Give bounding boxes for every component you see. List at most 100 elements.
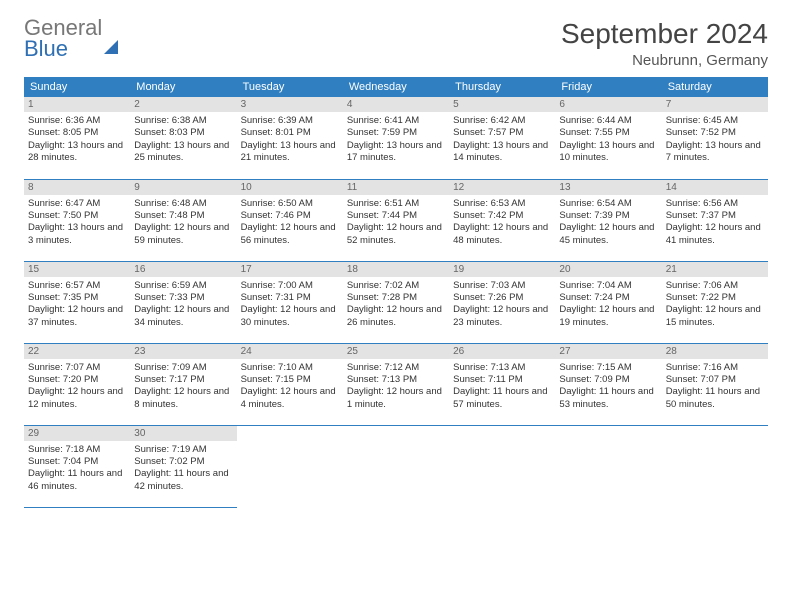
calendar-cell: 22 Sunrise: 7:07 AMSunset: 7:20 PMDayligh… [24, 343, 130, 425]
calendar-row: 29Sunrise: 7:18 AMSunset: 7:04 PMDayligh… [24, 425, 768, 507]
day-number: 10 [237, 180, 343, 195]
day-number: 14 [662, 180, 768, 195]
daylight-line: Daylight: 12 hours and 48 minutes. [453, 222, 551, 247]
daylight-line: Daylight: 12 hours and 19 minutes. [559, 304, 657, 329]
calendar-cell: 13Sunrise: 6:54 AMSunset: 7:39 PMDayligh… [555, 179, 661, 261]
weekday-header-row: SundayMondayTuesdayWednesdayThursdayFrid… [24, 77, 768, 97]
sunset-line: Sunset: 7:02 PM [134, 456, 232, 468]
logo-mark-icon [104, 15, 118, 54]
day-body: Sunrise: 7:15 AMSunset: 7:09 PMDaylight:… [555, 362, 661, 414]
sunrise-line: Sunrise: 6:36 AM [28, 115, 126, 127]
day-number: 12 [449, 180, 555, 195]
day-number: 23 [130, 344, 236, 359]
calendar-cell [449, 425, 555, 507]
header: General Blue September 2024 Neubrunn, Ge… [24, 18, 768, 69]
day-number: 3 [237, 97, 343, 112]
daylight-line: Daylight: 12 hours and 23 minutes. [453, 304, 551, 329]
weekday-header: Tuesday [237, 77, 343, 97]
day-number: 26 [449, 344, 555, 359]
calendar-row: 22 Sunrise: 7:07 AMSunset: 7:20 PMDayligh… [24, 343, 768, 425]
sunrise-line: Sunrise: 7:19 AM [134, 444, 232, 456]
sunrise-line: Sunrise: 6:53 AM [453, 198, 551, 210]
sunrise-line: Sunrise: 7:12 AM [347, 362, 445, 374]
calendar-cell: 17Sunrise: 7:00 AMSunset: 7:31 PMDayligh… [237, 261, 343, 343]
weekday-header: Monday [130, 77, 236, 97]
sunrise-line: Sunrise: 7:13 AM [453, 362, 551, 374]
calendar-cell: 28 Sunrise: 7:16 AMSunset: 7:07 PMDayligh… [662, 343, 768, 425]
sunset-line: Sunset: 7:55 PM [559, 127, 657, 139]
calendar-cell: 23Sunrise: 7:09 AMSunset: 7:17 PMDayligh… [130, 343, 236, 425]
daylight-line: Daylight: 12 hours and 15 minutes. [666, 304, 764, 329]
calendar-cell: 16Sunrise: 6:59 AMSunset: 7:33 PMDayligh… [130, 261, 236, 343]
day-number: 22 [24, 344, 130, 359]
daylight-line: Daylight: 12 hours and 4 minutes. [241, 386, 339, 411]
day-number: 28 [662, 344, 768, 359]
calendar-cell: 18Sunrise: 7:02 AMSunset: 7:28 PMDayligh… [343, 261, 449, 343]
day-body: Sunrise: 7:02 AMSunset: 7:28 PMDaylight:… [343, 280, 449, 332]
day-body: Sunrise: 6:36 AMSunset: 8:05 PMDaylight:… [24, 115, 130, 167]
daylight-line: Daylight: 13 hours and 17 minutes. [347, 140, 445, 165]
month-title: September 2024 [561, 18, 768, 50]
sunrise-line: Sunrise: 6:45 AM [666, 115, 764, 127]
day-number: 7 [662, 97, 768, 112]
sunrise-line: Sunrise: 6:42 AM [453, 115, 551, 127]
sunset-line: Sunset: 7:48 PM [134, 210, 232, 222]
sunrise-line: Sunrise: 7:07 AM [28, 362, 126, 374]
calendar-cell: 14Sunrise: 6:56 AMSunset: 7:37 PMDayligh… [662, 179, 768, 261]
sunrise-line: Sunrise: 6:39 AM [241, 115, 339, 127]
day-body: Sunrise: 6:44 AMSunset: 7:55 PMDaylight:… [555, 115, 661, 167]
calendar-table: SundayMondayTuesdayWednesdayThursdayFrid… [24, 77, 768, 508]
calendar-cell: 29Sunrise: 7:18 AMSunset: 7:04 PMDayligh… [24, 425, 130, 507]
day-body: Sunrise: 6:50 AMSunset: 7:46 PMDaylight:… [237, 198, 343, 250]
calendar-cell [555, 425, 661, 507]
sunset-line: Sunset: 7:52 PM [666, 127, 764, 139]
sunset-line: Sunset: 7:13 PM [347, 374, 445, 386]
day-body: Sunrise: 6:51 AMSunset: 7:44 PMDaylight:… [343, 198, 449, 250]
sunrise-line: Sunrise: 7:18 AM [28, 444, 126, 456]
calendar-cell: 30 Sunrise: 7:19 AMSunset: 7:02 PMDayligh… [130, 425, 236, 507]
sunset-line: Sunset: 7:33 PM [134, 292, 232, 304]
weekday-header: Friday [555, 77, 661, 97]
day-body: Sunrise: 6:39 AMSunset: 8:01 PMDaylight:… [237, 115, 343, 167]
calendar-cell: 6 Sunrise: 6:44 AMSunset: 7:55 PMDaylight… [555, 97, 661, 179]
day-body: Sunrise: 6:45 AMSunset: 7:52 PMDaylight:… [662, 115, 768, 167]
daylight-line: Daylight: 12 hours and 34 minutes. [134, 304, 232, 329]
sunset-line: Sunset: 7:07 PM [666, 374, 764, 386]
day-body: Sunrise: 6:54 AMSunset: 7:39 PMDaylight:… [555, 198, 661, 250]
day-number: 21 [662, 262, 768, 277]
calendar-cell [662, 425, 768, 507]
sunrise-line: Sunrise: 7:09 AM [134, 362, 232, 374]
sunrise-line: Sunrise: 7:02 AM [347, 280, 445, 292]
weekday-header: Sunday [24, 77, 130, 97]
sunset-line: Sunset: 7:22 PM [666, 292, 764, 304]
sunset-line: Sunset: 7:37 PM [666, 210, 764, 222]
day-number: 6 [555, 97, 661, 112]
day-number: 25 [343, 344, 449, 359]
sunset-line: Sunset: 8:03 PM [134, 127, 232, 139]
day-body: Sunrise: 7:16 AMSunset: 7:07 PMDaylight:… [662, 362, 768, 414]
day-number: 30 [130, 426, 236, 441]
day-body: Sunrise: 7:19 AMSunset: 7:02 PMDaylight:… [130, 444, 236, 496]
daylight-line: Daylight: 13 hours and 14 minutes. [453, 140, 551, 165]
day-body: Sunrise: 6:38 AMSunset: 8:03 PMDaylight:… [130, 115, 236, 167]
day-body: Sunrise: 6:47 AMSunset: 7:50 PMDaylight:… [24, 198, 130, 250]
calendar-cell: 19Sunrise: 7:03 AMSunset: 7:26 PMDayligh… [449, 261, 555, 343]
day-body: Sunrise: 7:07 AMSunset: 7:20 PMDaylight:… [24, 362, 130, 414]
daylight-line: Daylight: 12 hours and 12 minutes. [28, 386, 126, 411]
sunset-line: Sunset: 7:39 PM [559, 210, 657, 222]
day-number: 9 [130, 180, 236, 195]
day-number: 16 [130, 262, 236, 277]
day-number: 20 [555, 262, 661, 277]
sunset-line: Sunset: 7:46 PM [241, 210, 339, 222]
daylight-line: Daylight: 12 hours and 26 minutes. [347, 304, 445, 329]
calendar-cell: 26Sunrise: 7:13 AMSunset: 7:11 PMDayligh… [449, 343, 555, 425]
daylight-line: Daylight: 12 hours and 37 minutes. [28, 304, 126, 329]
calendar-cell: 9 Sunrise: 6:48 AMSunset: 7:48 PMDaylight… [130, 179, 236, 261]
sunrise-line: Sunrise: 6:50 AM [241, 198, 339, 210]
day-body: Sunrise: 7:03 AMSunset: 7:26 PMDaylight:… [449, 280, 555, 332]
sunrise-line: Sunrise: 7:03 AM [453, 280, 551, 292]
day-body: Sunrise: 6:48 AMSunset: 7:48 PMDaylight:… [130, 198, 236, 250]
daylight-line: Daylight: 12 hours and 52 minutes. [347, 222, 445, 247]
daylight-line: Daylight: 11 hours and 50 minutes. [666, 386, 764, 411]
sunset-line: Sunset: 7:09 PM [559, 374, 657, 386]
